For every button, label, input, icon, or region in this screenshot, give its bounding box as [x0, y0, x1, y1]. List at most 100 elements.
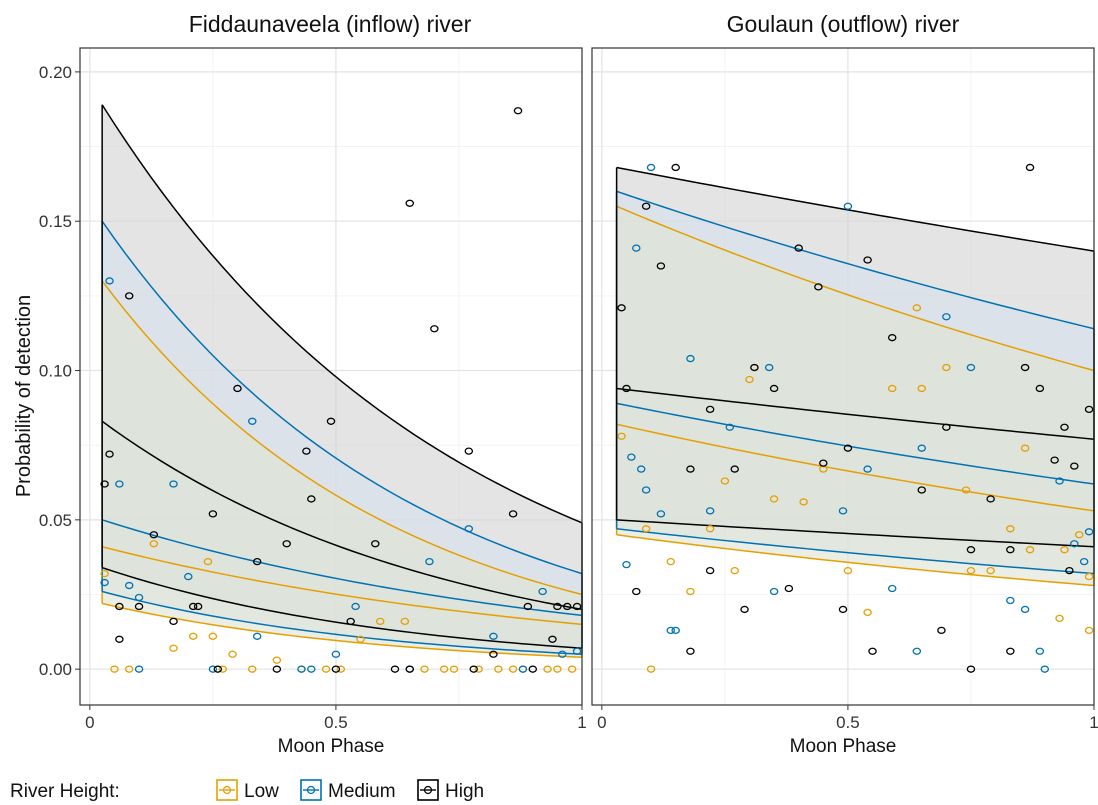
x-axis-label: Moon Phase	[278, 736, 385, 757]
x-tick-label: 0.5	[324, 713, 348, 732]
point-medium	[518, 665, 528, 673]
point-medium	[115, 480, 124, 488]
ci-ribbon-low	[616, 206, 1094, 586]
point-high	[1006, 647, 1015, 655]
fit-line-high	[101, 420, 583, 611]
point-medium	[838, 507, 848, 515]
y-tick-label: 0.00	[39, 660, 72, 679]
point-medium	[425, 558, 434, 566]
point-low	[1025, 546, 1035, 554]
point-low	[720, 477, 730, 485]
point-high	[149, 531, 159, 539]
data-points	[617, 163, 1094, 673]
point-low	[769, 495, 779, 503]
point-high	[282, 540, 291, 548]
point-low	[887, 384, 897, 393]
point-high	[233, 384, 242, 393]
legend-label-high: High	[445, 781, 484, 802]
point-low	[686, 587, 695, 596]
point-medium	[307, 665, 316, 673]
point-high	[390, 665, 400, 673]
point-medium	[671, 626, 680, 634]
point-high	[814, 283, 823, 291]
point-low	[646, 665, 656, 673]
point-medium	[1020, 605, 1030, 614]
point-high	[937, 626, 946, 634]
fit-line-medium	[616, 402, 1095, 485]
point-medium	[627, 453, 636, 461]
data-points	[100, 107, 582, 673]
point-high	[986, 495, 995, 503]
point-low	[543, 665, 552, 673]
point-high	[868, 647, 877, 655]
point-medium	[572, 647, 582, 655]
point-high	[622, 384, 631, 393]
point-low	[730, 566, 739, 575]
point-high	[917, 486, 926, 494]
point-medium	[208, 665, 218, 673]
point-low	[1055, 614, 1064, 623]
point-low	[1084, 626, 1094, 634]
point-low	[420, 665, 429, 673]
point-low	[474, 665, 483, 673]
y-axis-label: Probability of detection	[13, 295, 35, 497]
point-medium	[917, 444, 926, 452]
point-low	[666, 558, 675, 566]
point-low	[617, 432, 626, 440]
point-low	[1006, 525, 1015, 533]
point-medium	[1006, 596, 1015, 605]
point-low	[188, 632, 198, 640]
point-low	[966, 566, 976, 575]
point-high	[430, 325, 439, 333]
point-low	[1020, 444, 1030, 452]
point-medium	[464, 525, 474, 533]
point-high	[213, 665, 223, 673]
point-low	[321, 665, 331, 673]
point-medium	[100, 578, 109, 587]
point-medium	[169, 480, 178, 488]
legend: River Height: Low Medium High	[10, 779, 484, 802]
panel-title: Fiddaunaveela (inflow) river	[189, 11, 472, 37]
x-tick-label: 0	[597, 713, 606, 732]
point-high	[331, 665, 341, 673]
point-high	[405, 199, 414, 207]
point-high	[508, 510, 518, 518]
point-medium	[1055, 477, 1064, 485]
point-high	[863, 256, 872, 264]
point-high	[784, 584, 794, 593]
point-low	[641, 525, 651, 533]
point-medium	[769, 587, 779, 596]
point-low	[494, 665, 503, 673]
point-low	[203, 558, 213, 566]
point-low	[336, 665, 346, 673]
point-high	[632, 587, 641, 596]
point-high	[705, 566, 715, 575]
point-medium	[134, 665, 144, 673]
point-medium	[351, 602, 360, 611]
point-high	[371, 540, 380, 548]
point-medium	[1035, 647, 1045, 655]
legend-key-point-low	[222, 785, 232, 795]
point-medium	[622, 560, 631, 569]
plot-border	[591, 47, 1095, 706]
lower-line-low	[616, 534, 1095, 587]
point-low	[110, 665, 119, 673]
point-high	[326, 417, 336, 425]
point-low	[272, 656, 282, 664]
legend-item-medium: Medium	[300, 779, 396, 802]
upper-line-high	[616, 166, 1095, 252]
point-medium	[912, 647, 922, 655]
point-high	[528, 665, 538, 673]
point-high	[405, 665, 414, 673]
point-low	[169, 644, 178, 652]
lower-line-medium	[101, 590, 583, 655]
point-medium	[105, 277, 114, 285]
point-low	[400, 617, 410, 626]
point-high	[966, 546, 976, 554]
point-low	[553, 665, 562, 673]
lower-line-high	[101, 566, 583, 650]
point-high	[686, 465, 695, 473]
point-low	[248, 665, 257, 673]
point-high	[100, 480, 109, 488]
x-ticks: 0 0.5 1	[85, 705, 587, 732]
